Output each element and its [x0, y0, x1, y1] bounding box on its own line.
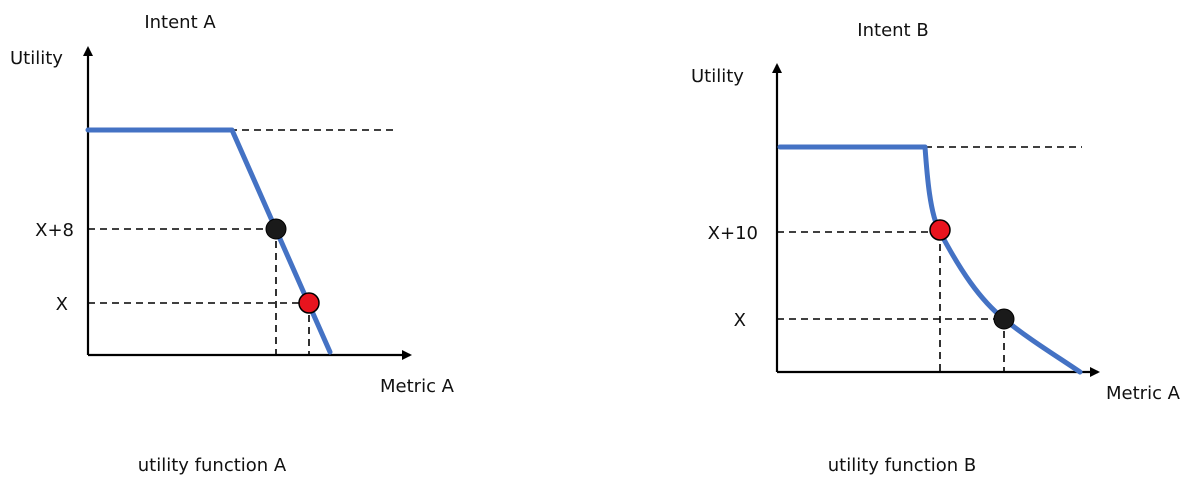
- lower-point-a: [298, 292, 320, 314]
- tick-upper-a: X+8: [35, 220, 74, 241]
- utility-chart-a: Intent A Utility X+8 X Metric A utility …: [10, 12, 455, 476]
- utility-chart-b: Intent B Utility X+10 X Metric A utility…: [691, 20, 1181, 476]
- utility-axis-label-b: Utility: [691, 66, 744, 87]
- tick-lower-a: X: [56, 294, 68, 315]
- upper-point-b: [929, 219, 951, 241]
- utility-curve-b: [777, 144, 1083, 375]
- tick-lower-b: X: [734, 310, 746, 331]
- metric-axis-label-a: Metric A: [380, 376, 455, 397]
- metric-axis-label-b: Metric A: [1106, 383, 1181, 404]
- intent-b-title: Intent B: [857, 20, 928, 41]
- caption-a: utility function A: [138, 455, 287, 476]
- intent-a-title: Intent A: [144, 12, 216, 33]
- utility-curve-a: [85, 127, 333, 355]
- upper-point-a: [265, 218, 287, 240]
- caption-b: utility function B: [828, 455, 977, 476]
- lower-point-b: [993, 308, 1015, 330]
- tick-upper-b: X+10: [708, 223, 758, 244]
- utility-axis-label-a: Utility: [10, 48, 63, 69]
